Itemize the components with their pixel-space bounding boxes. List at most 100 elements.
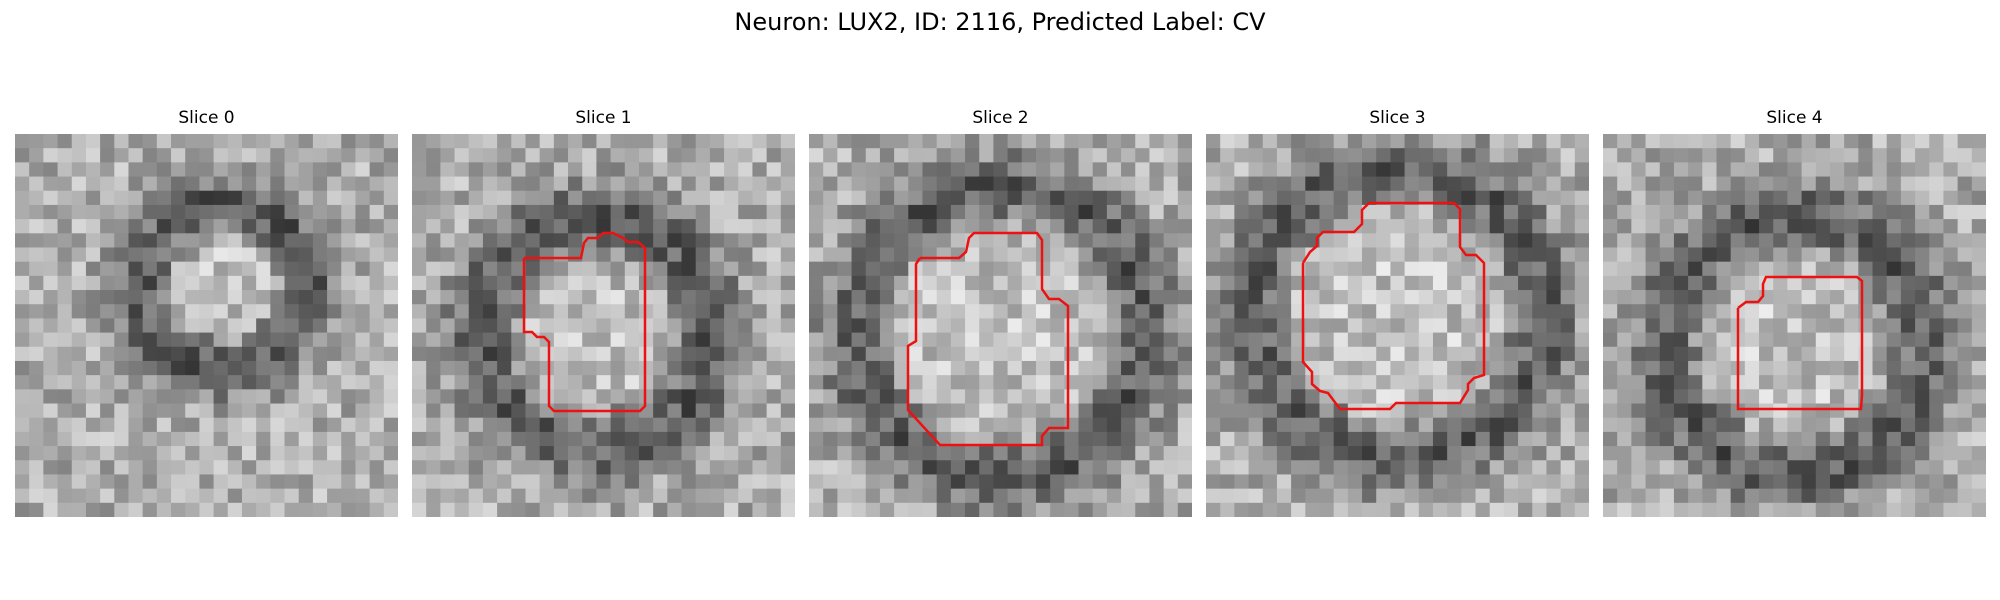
image-pixel bbox=[1787, 488, 1803, 504]
image-pixel bbox=[284, 176, 300, 192]
image-pixel bbox=[653, 176, 668, 192]
image-pixel bbox=[823, 261, 838, 277]
image-pixel bbox=[1376, 375, 1392, 390]
image-pixel bbox=[908, 219, 924, 234]
image-pixel bbox=[57, 247, 73, 263]
image-pixel bbox=[1390, 360, 1406, 376]
image-pixel bbox=[199, 233, 215, 249]
image-pixel bbox=[355, 190, 371, 206]
image-pixel bbox=[1390, 318, 1406, 334]
image-pixel bbox=[638, 474, 654, 490]
image-pixel bbox=[1815, 318, 1831, 334]
image-pixel bbox=[1489, 148, 1505, 163]
image-pixel bbox=[1872, 488, 1888, 504]
image-pixel bbox=[298, 332, 314, 348]
image-pixel bbox=[1631, 332, 1647, 348]
image-pixel bbox=[1787, 261, 1803, 277]
image-pixel bbox=[412, 148, 427, 163]
image-pixel bbox=[327, 233, 342, 249]
image-pixel bbox=[1659, 375, 1675, 390]
image-pixel bbox=[1305, 460, 1321, 476]
image-pixel bbox=[724, 162, 739, 178]
image-pixel bbox=[1971, 375, 1986, 390]
image-pixel bbox=[1744, 502, 1760, 517]
image-pixel bbox=[709, 233, 725, 249]
image-pixel bbox=[199, 134, 215, 149]
image-pixel bbox=[128, 403, 144, 419]
image-pixel bbox=[908, 360, 924, 376]
image-pixel bbox=[327, 431, 342, 447]
image-pixel bbox=[1546, 190, 1562, 206]
image-pixel bbox=[298, 204, 314, 220]
image-pixel bbox=[1702, 247, 1718, 263]
image-pixel bbox=[482, 431, 498, 447]
image-pixel bbox=[454, 148, 470, 163]
image-pixel bbox=[171, 176, 186, 192]
image-pixel bbox=[1418, 417, 1434, 433]
image-pixel bbox=[1872, 176, 1888, 192]
image-pixel bbox=[596, 261, 612, 277]
image-pixel bbox=[879, 474, 895, 490]
image-pixel bbox=[1801, 488, 1817, 504]
image-pixel bbox=[355, 134, 371, 149]
image-pixel bbox=[1829, 403, 1845, 419]
image-pixel bbox=[312, 403, 328, 419]
image-pixel bbox=[1064, 204, 1080, 220]
image-pixel bbox=[1050, 261, 1065, 277]
image-pixel bbox=[468, 204, 484, 220]
image-pixel bbox=[454, 134, 470, 149]
image-pixel bbox=[142, 148, 158, 163]
image-pixel bbox=[298, 446, 314, 461]
image-pixel bbox=[851, 502, 867, 517]
image-pixel bbox=[865, 190, 881, 206]
image-pixel bbox=[156, 261, 172, 277]
image-pixel bbox=[851, 162, 867, 178]
image-pixel bbox=[709, 417, 725, 433]
image-pixel bbox=[1886, 346, 1902, 362]
image-pixel bbox=[1276, 446, 1292, 461]
image-pixel bbox=[1305, 431, 1321, 447]
image-pixel bbox=[1900, 460, 1916, 476]
image-pixel bbox=[29, 417, 44, 433]
image-pixel bbox=[1404, 219, 1420, 234]
image-pixel bbox=[1617, 304, 1632, 320]
image-pixel bbox=[1957, 446, 1973, 461]
image-pixel bbox=[1659, 261, 1675, 277]
image-pixel bbox=[1631, 304, 1647, 320]
image-pixel bbox=[29, 162, 44, 178]
image-pixel bbox=[568, 446, 583, 461]
image-pixel bbox=[1858, 474, 1874, 490]
image-pixel bbox=[1773, 431, 1789, 447]
image-pixel bbox=[1418, 233, 1434, 249]
image-pixel bbox=[341, 162, 357, 178]
image-pixel bbox=[1716, 446, 1732, 461]
image-pixel bbox=[426, 261, 441, 277]
image-pixel bbox=[1815, 446, 1831, 461]
image-pixel bbox=[1688, 190, 1703, 206]
image-pixel bbox=[553, 502, 569, 517]
image-pixel bbox=[213, 148, 229, 163]
image-pixel bbox=[185, 233, 201, 249]
image-pixel bbox=[596, 417, 612, 433]
image-pixel bbox=[15, 318, 30, 334]
image-pixel bbox=[1291, 134, 1306, 149]
image-pixel bbox=[1262, 148, 1278, 163]
image-pixel bbox=[695, 176, 711, 192]
image-pixel bbox=[1915, 304, 1930, 320]
image-pixel bbox=[894, 233, 909, 249]
image-pixel bbox=[1362, 332, 1377, 348]
image-pixel bbox=[1461, 460, 1477, 476]
image-pixel bbox=[1064, 247, 1080, 263]
image-pixel bbox=[85, 304, 101, 320]
image-pixel bbox=[1532, 431, 1548, 447]
image-pixel bbox=[1688, 233, 1703, 249]
image-pixel bbox=[1801, 417, 1817, 433]
image-pixel bbox=[1319, 431, 1335, 447]
image-pixel bbox=[1262, 360, 1278, 376]
image-pixel bbox=[724, 134, 739, 149]
image-pixel bbox=[128, 261, 144, 277]
image-pixel bbox=[15, 176, 30, 192]
image-pixel bbox=[1673, 219, 1689, 234]
image-pixel bbox=[638, 190, 654, 206]
image-pixel bbox=[568, 318, 583, 334]
